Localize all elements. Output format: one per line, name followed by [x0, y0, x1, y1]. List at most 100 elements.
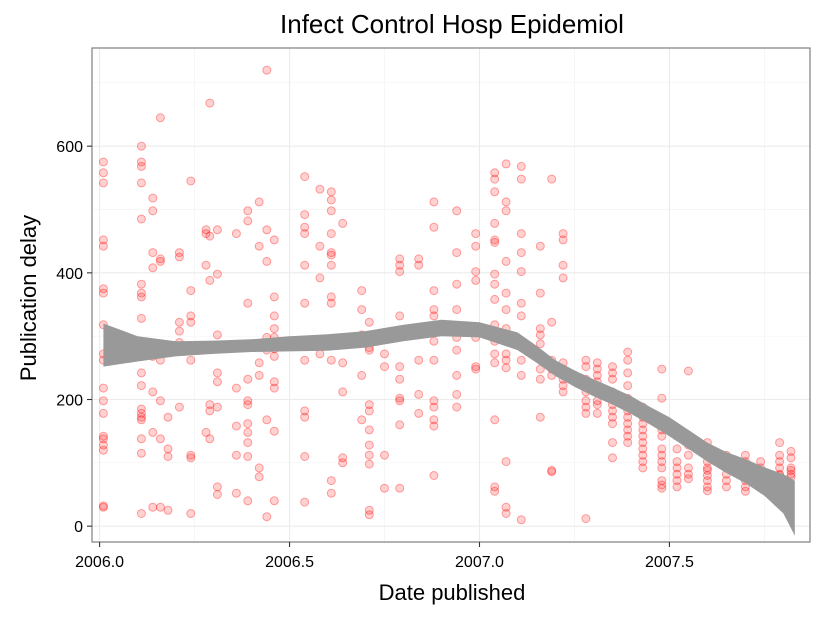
data-point	[516, 229, 526, 239]
data-point	[364, 440, 374, 450]
x-tick-label: 2007.5	[645, 554, 694, 571]
data-point	[516, 174, 526, 184]
data-point	[212, 402, 222, 412]
data-point	[516, 515, 526, 525]
data-point	[243, 374, 253, 384]
data-point	[786, 446, 796, 456]
data-point	[608, 368, 617, 378]
data-point	[501, 363, 511, 373]
data-point	[775, 463, 785, 473]
data-point	[315, 273, 325, 283]
data-point	[414, 355, 424, 365]
data-point	[243, 419, 253, 429]
data-point	[623, 355, 633, 365]
data-point	[471, 362, 481, 372]
data-point	[490, 187, 500, 197]
data-point	[490, 358, 500, 368]
data-point	[136, 381, 146, 391]
data-point	[212, 377, 222, 387]
data-point	[163, 505, 173, 515]
data-point	[136, 434, 146, 444]
data-point	[326, 298, 336, 308]
data-point	[269, 426, 279, 436]
data-point	[98, 434, 108, 444]
data-point	[136, 279, 146, 289]
data-point	[300, 222, 310, 232]
data-point	[490, 486, 500, 496]
data-point	[254, 472, 264, 482]
data-point	[136, 448, 146, 458]
data-point	[683, 469, 693, 479]
data-point	[657, 444, 667, 454]
data-point	[262, 415, 272, 425]
data-point	[98, 288, 108, 298]
data-point	[338, 387, 348, 397]
data-point	[98, 501, 108, 511]
data-point	[395, 311, 405, 321]
data-point	[269, 377, 279, 387]
data-point	[136, 509, 146, 518]
data-point	[155, 434, 165, 444]
data-point	[702, 471, 712, 480]
data-point	[300, 260, 310, 270]
data-point	[721, 476, 731, 486]
data-point	[581, 362, 591, 372]
data-point	[262, 256, 272, 266]
grid	[92, 48, 810, 542]
data-point	[395, 483, 405, 493]
data-point	[300, 355, 310, 365]
data-point	[429, 355, 439, 365]
data-point	[212, 225, 222, 235]
data-point	[98, 502, 108, 512]
data-point	[452, 389, 462, 399]
data-point	[155, 113, 165, 123]
data-point	[201, 260, 211, 270]
data-point	[429, 286, 439, 296]
confidence-band	[103, 319, 795, 536]
data-point	[380, 349, 389, 359]
data-point	[471, 275, 481, 285]
data-point	[535, 339, 545, 349]
data-point	[186, 509, 196, 518]
data-point	[608, 453, 617, 463]
data-point	[535, 288, 545, 298]
data-point	[657, 393, 667, 403]
data-point	[501, 355, 511, 365]
data-point	[535, 330, 545, 340]
data-point	[174, 317, 184, 327]
data-point	[243, 400, 253, 410]
data-point	[592, 364, 602, 374]
data-point	[364, 406, 374, 416]
data-point	[535, 324, 545, 334]
data-point	[657, 476, 667, 486]
data-point	[702, 463, 712, 473]
data-point	[608, 438, 617, 448]
y-axis-title: Publication delay	[16, 215, 41, 381]
data-point	[608, 406, 617, 416]
data-point	[315, 349, 325, 359]
data-point	[98, 440, 108, 450]
data-point	[326, 248, 336, 258]
data-point	[364, 459, 374, 469]
data-point	[212, 368, 222, 378]
data-point	[429, 336, 439, 346]
data-point	[269, 383, 279, 393]
data-point	[501, 457, 511, 467]
data-point	[357, 305, 367, 315]
data-point	[608, 374, 617, 384]
data-point	[98, 178, 108, 188]
data-point	[98, 383, 108, 393]
data-point	[243, 206, 253, 216]
data-point	[490, 482, 500, 492]
data-point	[300, 412, 310, 422]
data-point	[683, 474, 693, 484]
data-point	[657, 480, 667, 490]
data-point	[357, 286, 367, 296]
panel-border	[91, 47, 811, 543]
y-tick-label: 400	[56, 266, 83, 283]
data-point	[490, 235, 500, 245]
data-point	[452, 402, 462, 412]
data-point	[501, 305, 511, 315]
data-point	[98, 241, 108, 251]
